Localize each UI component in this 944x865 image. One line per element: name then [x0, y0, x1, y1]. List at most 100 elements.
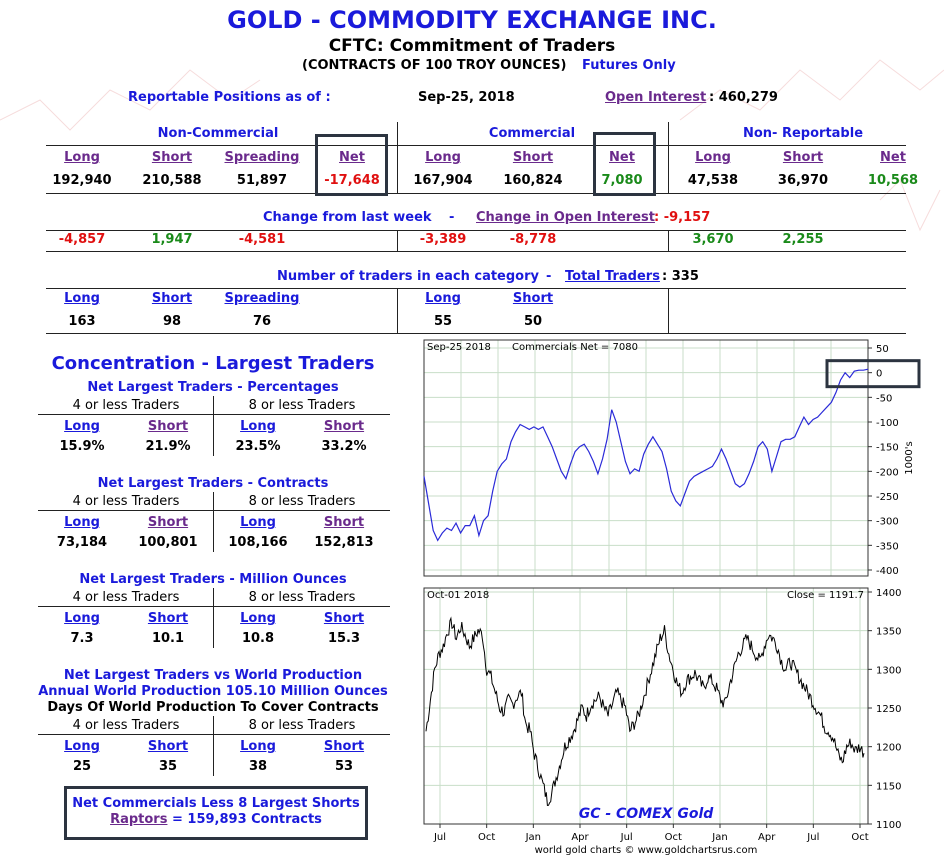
x-tick-label: Oct	[478, 832, 495, 843]
pct-four-or-less: 4 or less Traders	[72, 398, 180, 413]
wp-long-8-header[interactable]: Long	[240, 739, 276, 754]
mo-long-4-header[interactable]: Long	[64, 611, 100, 626]
chart-date-label: Sep-25 2018	[427, 342, 491, 353]
divider	[46, 145, 906, 146]
con-long-8-header[interactable]: Long	[240, 515, 276, 530]
traders-nc-spreading: 76	[252, 314, 272, 329]
commercials-net-chart: 50 0 -50 -100 -150 -200 -250 -300 -350 -400 1000's…	[423, 339, 921, 577]
c-long-header[interactable]: Long	[425, 150, 461, 165]
pct-long-4-header[interactable]: Long	[64, 419, 100, 434]
y-tick-label: 1350	[876, 627, 901, 638]
pct-short-4: 21.9%	[145, 439, 191, 454]
divider	[213, 588, 214, 648]
nr-long-header[interactable]: Long	[695, 150, 731, 165]
traders-c-long: 55	[433, 314, 453, 329]
con-short-4: 100,801	[138, 535, 198, 550]
change-oi-link[interactable]: Change in Open Interest	[476, 210, 655, 225]
x-tick-label: Jan	[525, 832, 541, 843]
y-tick-label: 50	[876, 344, 889, 355]
divider	[668, 230, 669, 252]
gold-price-chart: 1400 1350 1300 1250 1200 1150 1100 Jul Oct Jan Apr…	[423, 587, 901, 856]
c-net-header[interactable]: Net	[609, 150, 635, 165]
raptors-link[interactable]: Raptors	[110, 812, 168, 827]
wp-short-4-header[interactable]: Short	[147, 739, 189, 754]
nc-short-header[interactable]: Short	[151, 150, 193, 165]
divider	[668, 122, 669, 194]
y-tick-label: -300	[876, 517, 899, 528]
page-title: GOLD - COMMODITY EXCHANGE INC.	[227, 6, 717, 34]
total-traders-link[interactable]: Total Traders	[565, 269, 660, 284]
c-net-value: 7,080	[601, 173, 643, 188]
close-label: Close = 1191.7	[787, 590, 864, 601]
mo-eight-or-less: 8 or less Traders	[248, 590, 356, 605]
divider	[38, 510, 390, 511]
gold-price-line	[425, 616, 865, 806]
chart-frame	[423, 339, 869, 577]
raptors-line-2: = 159,893 Contracts	[171, 812, 322, 827]
wp-long-4: 25	[72, 759, 92, 774]
pct-short-8: 33.2%	[321, 439, 367, 454]
mo-short-8: 15.3	[327, 631, 361, 646]
c-short-header[interactable]: Short	[512, 150, 554, 165]
nc-net-header[interactable]: Net	[339, 150, 365, 165]
y-tick-label: -400	[876, 566, 899, 577]
traders-c-long-header[interactable]: Long	[425, 291, 461, 306]
raptors-box	[64, 786, 368, 840]
divider	[38, 606, 390, 607]
wp-long-4-header[interactable]: Long	[64, 739, 100, 754]
divider	[38, 734, 390, 735]
y-tick-label: -250	[876, 492, 899, 503]
report-date: Sep-25, 2018	[418, 90, 515, 105]
latest-value-highlight-box	[825, 359, 921, 389]
mo-short-4-header[interactable]: Short	[147, 611, 189, 626]
traders-nc-long-header[interactable]: Long	[64, 291, 100, 306]
wp-short-4: 35	[158, 759, 178, 774]
divider	[213, 396, 214, 456]
world-title-3: Days Of World Production To Cover Contra…	[47, 700, 379, 715]
million-ounces-title: Net Largest Traders - Million Ounces	[79, 572, 347, 587]
mo-short-8-header[interactable]: Short	[323, 611, 365, 626]
nr-short-header[interactable]: Short	[782, 150, 824, 165]
traders-label: Number of traders in each category	[277, 269, 539, 284]
con-short-8-header[interactable]: Short	[323, 515, 365, 530]
divider	[46, 251, 906, 252]
mo-long-8-header[interactable]: Long	[240, 611, 276, 626]
wp-four-or-less: 4 or less Traders	[72, 718, 180, 733]
open-interest-link[interactable]: Open Interest	[605, 90, 707, 105]
y-tick-label: -50	[876, 393, 892, 404]
traders-c-short-header[interactable]: Short	[512, 291, 554, 306]
traders-nc-spreading-header[interactable]: Spreading	[224, 291, 300, 306]
chart-date-label: Oct-01 2018	[427, 590, 489, 601]
x-tick-label: Apr	[571, 832, 589, 843]
pct-short-8-header[interactable]: Short	[323, 419, 365, 434]
change-nc-spreading: -4,581	[238, 232, 286, 247]
c-short-value: 160,824	[503, 173, 563, 188]
nc-long-header[interactable]: Long	[64, 150, 100, 165]
y-tick-label: -350	[876, 541, 899, 552]
nr-short-value: 36,970	[777, 173, 829, 188]
wp-short-8-header[interactable]: Short	[323, 739, 365, 754]
mo-four-or-less: 4 or less Traders	[72, 590, 180, 605]
nc-spreading-header[interactable]: Spreading	[224, 150, 300, 165]
traders-nc-long: 163	[68, 314, 96, 329]
divider	[46, 288, 906, 289]
x-tick-label: Jan	[711, 832, 727, 843]
change-c-long: -3,389	[419, 232, 467, 247]
x-tick-label: Oct	[851, 832, 868, 843]
total-traders-value: : 335	[662, 269, 699, 284]
con-long-4-header[interactable]: Long	[64, 515, 100, 530]
x-tick-label: Jul	[620, 832, 633, 843]
con-short-4-header[interactable]: Short	[147, 515, 189, 530]
change-oi-value: : -9,157	[654, 210, 711, 225]
pct-long-8-header[interactable]: Long	[240, 419, 276, 434]
divider	[397, 230, 398, 252]
traders-nc-short-header[interactable]: Short	[151, 291, 193, 306]
con-long-4: 73,184	[56, 535, 108, 550]
page-subtitle: CFTC: Commitment of Traders	[328, 36, 616, 56]
nr-net-header[interactable]: Net	[880, 150, 906, 165]
nc-spreading-value: 51,897	[236, 173, 288, 188]
pct-short-4-header[interactable]: Short	[147, 419, 189, 434]
wp-eight-or-less: 8 or less Traders	[248, 718, 356, 733]
c-net-highlight-box	[593, 132, 656, 196]
